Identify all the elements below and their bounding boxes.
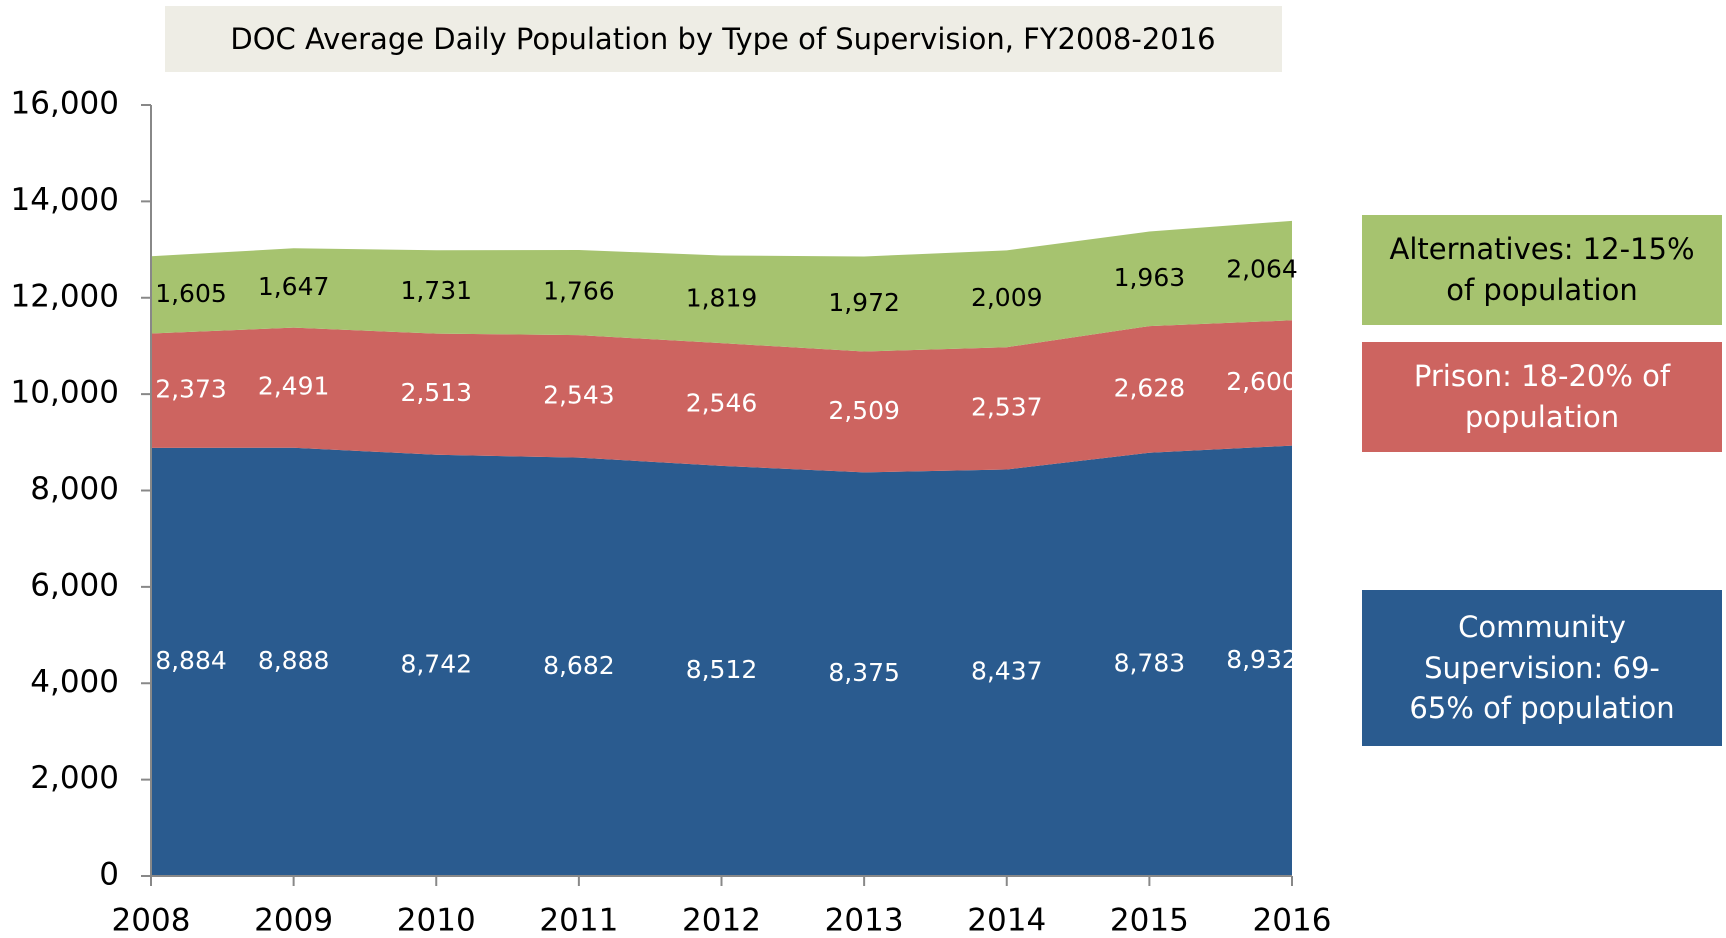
x-tick-label: 2013 bbox=[825, 903, 904, 938]
data-label: 8,437 bbox=[971, 657, 1043, 686]
data-label: 8,783 bbox=[1114, 648, 1186, 677]
data-label: 2,373 bbox=[155, 375, 227, 404]
y-tick-label: 10,000 bbox=[11, 375, 119, 411]
x-tick-label: 2008 bbox=[112, 903, 191, 938]
data-label: 2,628 bbox=[1114, 373, 1186, 402]
legend-entry: Community Supervision: 69-65% of populat… bbox=[1362, 590, 1722, 746]
x-tick-label: 2014 bbox=[967, 903, 1046, 938]
data-label: 1,972 bbox=[828, 288, 900, 317]
data-label: 1,647 bbox=[258, 272, 330, 301]
data-label: 8,932 bbox=[1226, 645, 1298, 674]
y-tick-label: 0 bbox=[99, 857, 119, 893]
data-label: 2,513 bbox=[400, 378, 472, 407]
area bbox=[151, 320, 1292, 473]
data-label: 2,537 bbox=[971, 392, 1043, 421]
y-tick-label: 16,000 bbox=[11, 86, 119, 122]
x-tick-label: 2016 bbox=[1253, 903, 1332, 938]
legend-entry: Alternatives: 12-15% of population bbox=[1362, 215, 1722, 325]
data-label: 2,546 bbox=[686, 388, 758, 417]
data-label: 2,600 bbox=[1226, 367, 1298, 396]
data-label: 8,375 bbox=[828, 658, 900, 687]
data-label: 8,884 bbox=[155, 646, 227, 675]
data-label: 8,682 bbox=[543, 651, 615, 680]
y-tick-label: 4,000 bbox=[30, 664, 119, 700]
y-tick-label: 12,000 bbox=[11, 278, 119, 314]
area bbox=[151, 445, 1292, 876]
data-label: 8,742 bbox=[400, 649, 472, 678]
data-label: 1,605 bbox=[155, 279, 227, 308]
title-box bbox=[165, 6, 1282, 72]
chart-title: DOC Average Daily Population by Type of … bbox=[230, 22, 1215, 56]
data-label: 2,064 bbox=[1226, 255, 1298, 284]
y-tick-label: 8,000 bbox=[30, 471, 119, 507]
data-label: 8,888 bbox=[258, 646, 330, 675]
data-label: 1,963 bbox=[1114, 263, 1186, 292]
area bbox=[151, 220, 1292, 352]
data-label: 1,731 bbox=[400, 276, 472, 305]
data-label: 8,512 bbox=[686, 655, 758, 684]
x-tick-label: 2011 bbox=[539, 903, 618, 938]
y-tick-label: 6,000 bbox=[30, 567, 119, 603]
x-tick-label: 2015 bbox=[1110, 903, 1189, 938]
data-label: 2,009 bbox=[971, 283, 1043, 312]
legend-entry: Prison: 18-20% of population bbox=[1362, 342, 1722, 452]
x-tick-label: 2009 bbox=[254, 903, 333, 938]
data-label: 1,766 bbox=[543, 277, 615, 306]
y-tick-label: 14,000 bbox=[11, 182, 119, 218]
data-label: 2,543 bbox=[543, 380, 615, 409]
data-label: 2,509 bbox=[828, 396, 900, 425]
x-tick-label: 2012 bbox=[682, 903, 761, 938]
y-tick-label: 2,000 bbox=[30, 760, 119, 796]
data-label: 2,491 bbox=[258, 372, 330, 401]
x-tick-label: 2010 bbox=[397, 903, 476, 938]
data-label: 1,819 bbox=[686, 283, 758, 312]
